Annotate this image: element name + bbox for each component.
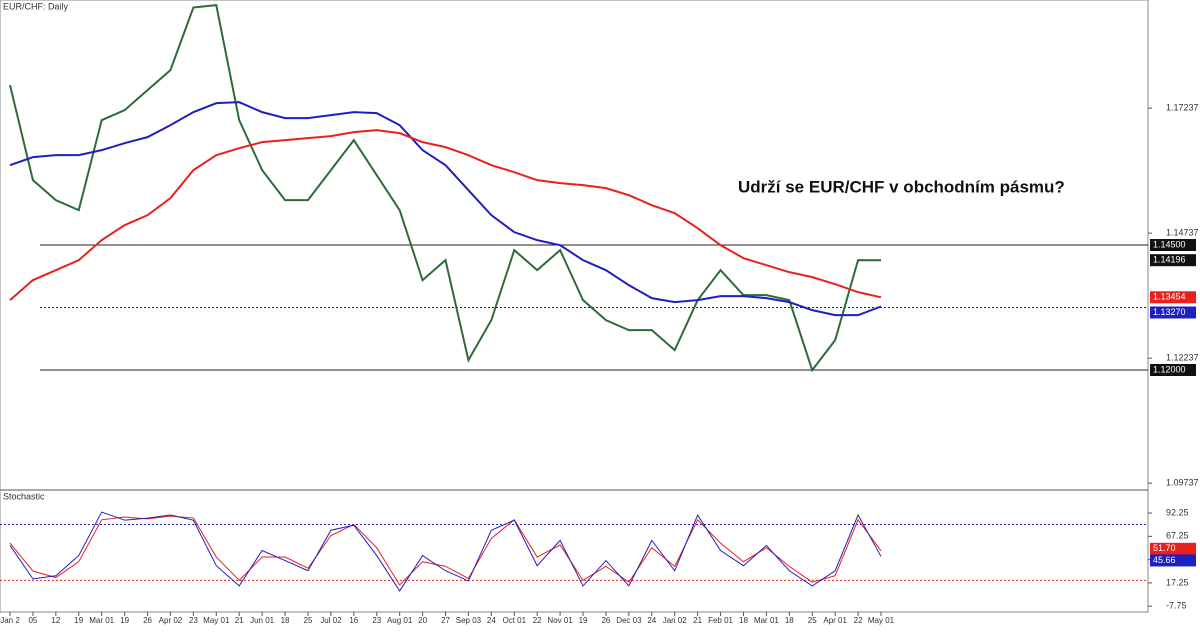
- x-tick-label: 24: [487, 616, 496, 625]
- y-tick-label: 1.09737: [1166, 478, 1199, 488]
- x-tick-label: Apr 02: [159, 616, 183, 625]
- price-badge: [1150, 291, 1196, 304]
- x-tick-label: 18: [739, 616, 748, 625]
- x-tick-label: Nov 01: [547, 616, 573, 625]
- price-badge: [1150, 542, 1196, 555]
- x-tick-label: 21: [235, 616, 244, 625]
- price-badge-label: 1.14500: [1153, 239, 1186, 249]
- price-badge-label: 45.66: [1153, 555, 1176, 565]
- headline: Udrží se EUR/CHF v obchodním pásmu?: [738, 177, 1065, 196]
- price-badge: [1150, 554, 1196, 567]
- x-tick-label: 20: [418, 616, 427, 625]
- x-tick-label: May 01: [868, 616, 895, 625]
- x-tick-label: Oct 01: [502, 616, 526, 625]
- x-tick-label: Aug 01: [387, 616, 413, 625]
- x-tick-label: Jun 01: [250, 616, 275, 625]
- x-tick-label: 16: [349, 616, 358, 625]
- price-badge: [1150, 306, 1196, 319]
- x-tick-label: 26: [601, 616, 610, 625]
- chart-title: EUR/CHF: Daily: [3, 1, 69, 11]
- y-tick-label: 17.25: [1166, 577, 1189, 587]
- x-tick-label: 21: [693, 616, 702, 625]
- x-tick-label: 18: [281, 616, 290, 625]
- series-line: [9, 515, 882, 586]
- x-tick-label: Dec 03: [616, 616, 642, 625]
- price-badge: [1150, 254, 1196, 267]
- x-tick-label: Jul 02: [320, 616, 342, 625]
- x-tick-label: 25: [808, 616, 817, 625]
- y-tick-label: 1.17237: [1166, 103, 1199, 113]
- y-tick-label: 1.14737: [1166, 228, 1199, 238]
- x-tick-label: 18: [785, 616, 794, 625]
- y-tick-label: -7.75: [1166, 601, 1187, 611]
- y-tick-label: 67.25: [1166, 531, 1189, 541]
- price-badge-label: 1.12000: [1153, 364, 1186, 374]
- x-tick-label: 24: [647, 616, 656, 625]
- y-tick-label: 92.25: [1166, 507, 1189, 517]
- series-line: [9, 511, 882, 592]
- x-tick-label: 22: [533, 616, 542, 625]
- x-tick-label: 27: [441, 616, 450, 625]
- series-line: [9, 129, 882, 301]
- x-tick-label: 19: [74, 616, 83, 625]
- x-tick-label: 05: [28, 616, 37, 625]
- price-badge: [1150, 239, 1196, 251]
- price-badge: [1150, 364, 1196, 376]
- x-tick-label: Jan 2: [0, 616, 20, 625]
- x-tick-label: 23: [189, 616, 198, 625]
- price-badge-label: 51.70: [1153, 543, 1176, 553]
- price-badge-label: 1.14196: [1153, 255, 1186, 265]
- x-tick-label: Feb 01: [708, 616, 733, 625]
- x-tick-label: 22: [854, 616, 863, 625]
- x-tick-label: Jan 02: [663, 616, 688, 625]
- x-tick-label: Sep 03: [456, 616, 482, 625]
- x-tick-label: 12: [51, 616, 60, 625]
- series-line: [9, 101, 882, 317]
- x-tick-label: 19: [579, 616, 588, 625]
- plot-frame: [0, 0, 1149, 613]
- price-badge-label: 1.13270: [1153, 307, 1186, 317]
- x-tick-label: May 01: [203, 616, 230, 625]
- x-tick-label: Apr 01: [823, 616, 847, 625]
- price-badge-label: 1.13454: [1153, 292, 1186, 302]
- x-tick-label: Mar 01: [754, 616, 779, 625]
- x-tick-label: Mar 01: [89, 616, 114, 625]
- x-tick-label: 26: [143, 616, 152, 625]
- x-tick-label: 25: [304, 616, 313, 625]
- pane-title: Stochastic: [3, 491, 45, 501]
- x-tick-label: 19: [120, 616, 129, 625]
- y-tick-label: 1.12237: [1166, 353, 1199, 363]
- series-line: [9, 4, 882, 373]
- x-tick-label: 23: [372, 616, 381, 625]
